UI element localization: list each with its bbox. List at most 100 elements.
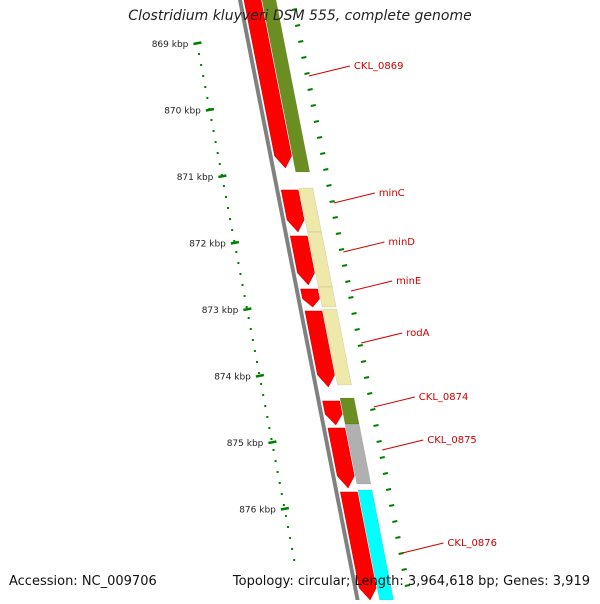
outer-tick-mark [338, 248, 345, 251]
ruler-tick-label: 876 kbp [239, 506, 276, 516]
outer-tick-mark [341, 264, 348, 267]
ruler-dot [202, 75, 205, 77]
gene-label-leader [350, 280, 393, 292]
outer-tick-mark [291, 8, 298, 11]
gene-label-leader [382, 439, 424, 451]
gene-label-leader [343, 241, 385, 253]
outer-tick-mark [404, 584, 411, 587]
cds-arrow[interactable] [304, 310, 335, 388]
topology-text: Topology: circular; Length: 3,964,618 bp… [232, 574, 590, 589]
ruler-dot [270, 438, 273, 440]
gene-label[interactable]: CKL_0874 [419, 392, 469, 403]
gene-label[interactable]: CKL_0869 [354, 61, 404, 72]
outer-tick-mark [326, 184, 332, 187]
ruler-dot [237, 262, 240, 264]
outer-tick-mark [354, 328, 360, 331]
ruler-dot [260, 383, 263, 385]
gene-label[interactable]: minC [379, 188, 405, 199]
outer-tick-mark [351, 312, 357, 315]
ruler-tick [268, 440, 277, 445]
ruler-dot [222, 185, 225, 187]
ruler-dot [245, 306, 248, 308]
ruler-dot [264, 405, 267, 407]
outer-tick-mark [376, 440, 382, 443]
cds-arrow[interactable] [327, 427, 355, 489]
ruler-dot [198, 53, 201, 55]
ruler-dot [255, 361, 258, 363]
accession-text: Accession: NC_009706 [9, 574, 157, 589]
outer-tick-mark [367, 392, 373, 395]
ruler-dot [286, 526, 289, 528]
outer-tick-mark [401, 568, 407, 571]
ruler-tick [218, 174, 227, 179]
ruler-dot [278, 482, 281, 484]
outer-tick-mark [310, 104, 316, 107]
outer-tick-mark [373, 424, 379, 427]
ruler-dot [243, 295, 246, 297]
gene-label-leader [373, 396, 415, 408]
ruler-dot [206, 97, 209, 99]
outer-tick-mark [319, 152, 326, 155]
ruler-dot [204, 86, 207, 88]
ruler-tick [205, 107, 215, 112]
ruler-dot [239, 273, 242, 275]
ruler-dot [280, 493, 283, 495]
ruler-dot [251, 339, 254, 341]
outer-tick-mark [379, 456, 385, 459]
cog-feature-block[interactable] [322, 308, 352, 386]
cds-arrow[interactable] [300, 288, 320, 308]
cog-feature-block[interactable] [339, 397, 360, 425]
ruler-dot [282, 504, 285, 506]
ruler-dot [291, 548, 294, 550]
ruler-dot [293, 559, 296, 561]
ruler-tick [243, 307, 252, 312]
gene-label[interactable]: minD [388, 237, 415, 248]
cog-feature-block[interactable] [317, 286, 337, 308]
gene-label-leader [361, 332, 403, 344]
ruler-dot [249, 328, 252, 330]
ruler-dot [262, 394, 265, 396]
ruler-dot [272, 449, 275, 451]
outer-tick-mark [357, 344, 364, 347]
ruler-dot [229, 218, 232, 220]
ruler-dot [233, 240, 236, 242]
outer-tick-mark [345, 280, 351, 283]
genome-backbone [238, 0, 360, 600]
cds-arrow[interactable] [340, 491, 377, 601]
cog-feature-block[interactable] [261, 0, 311, 173]
ruler-dot [224, 196, 227, 198]
ruler-dot [227, 207, 230, 209]
ruler-dot [218, 163, 221, 165]
ruler-tick-label: 874 kbp [214, 373, 251, 383]
ruler-dot [274, 460, 277, 462]
outer-tick-mark [313, 120, 320, 123]
ruler-tick [193, 41, 202, 46]
ruler-dot [247, 317, 250, 319]
gene-label[interactable]: minE [396, 276, 421, 287]
outer-tick-mark [388, 504, 395, 507]
ruler-dot [231, 229, 234, 231]
ruler-dot [216, 152, 219, 154]
outer-tick-mark [329, 200, 335, 203]
gene-label[interactable]: rodA [406, 328, 429, 339]
ruler-dot [214, 141, 217, 143]
ruler-tick-label: 875 kbp [227, 439, 264, 449]
outer-tick-mark [294, 24, 301, 27]
ruler-dot [200, 64, 203, 66]
gene-label[interactable]: CKL_0875 [427, 435, 477, 446]
cog-feature-block[interactable] [344, 423, 372, 485]
cds-arrow[interactable] [322, 400, 343, 426]
outer-tick-mark [363, 376, 370, 379]
ruler-tick-label: 869 kbp [152, 40, 189, 50]
cds-arrow[interactable] [243, 0, 292, 169]
outer-tick-mark [370, 408, 376, 411]
cds-arrow[interactable] [289, 235, 315, 286]
ruler-dot [266, 416, 269, 418]
gene-label[interactable]: CKL_0876 [447, 538, 497, 549]
outer-tick-mark [304, 72, 310, 75]
ruler-tick-label: 871 kbp [177, 173, 214, 183]
cds-arrow[interactable] [280, 189, 305, 233]
ruler-dot [212, 130, 215, 132]
